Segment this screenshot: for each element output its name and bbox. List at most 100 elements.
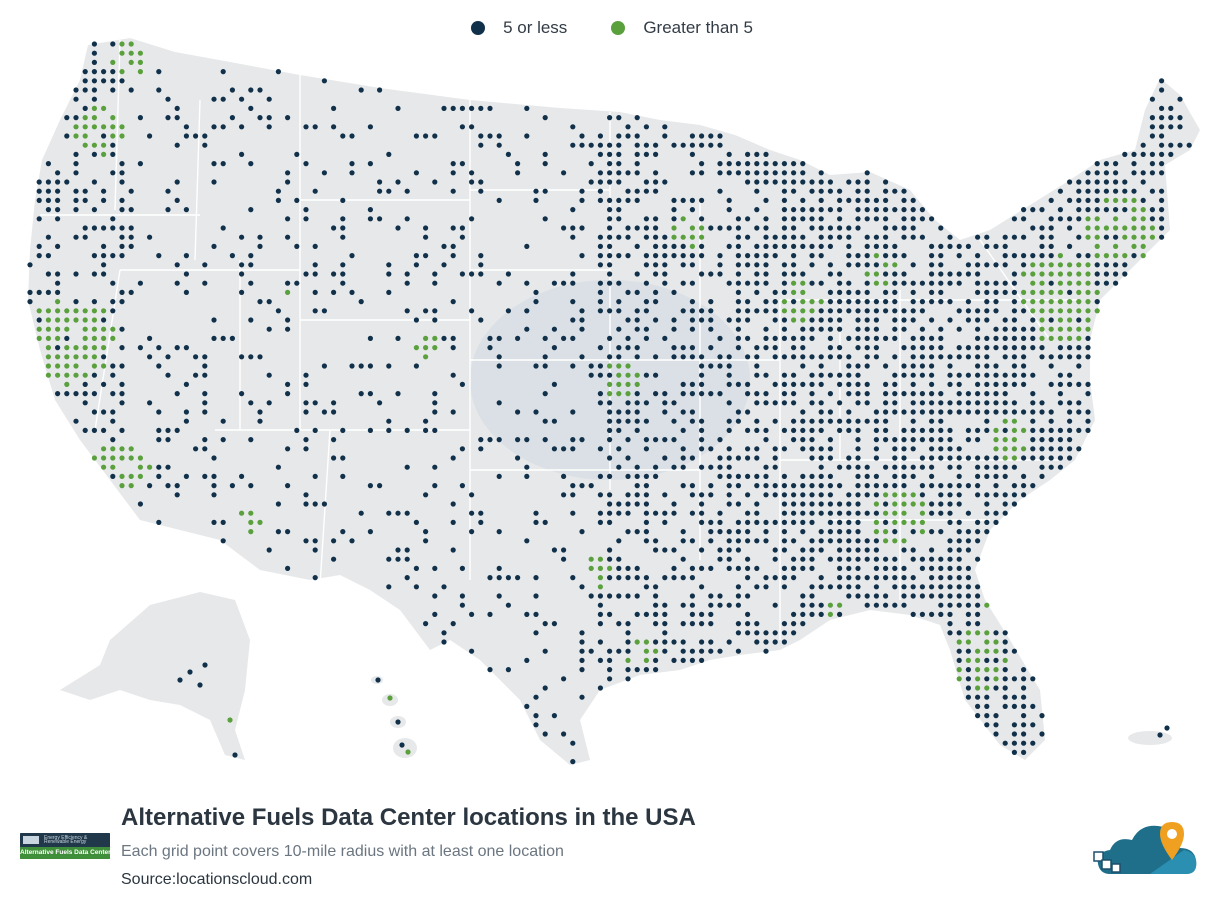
location-dot-five-or-less bbox=[524, 611, 530, 618]
location-dot-five-or-less bbox=[597, 400, 604, 406]
location-dot-five-or-less bbox=[432, 483, 438, 489]
location-dot-five-or-less bbox=[174, 492, 180, 498]
location-dot-five-or-less bbox=[984, 657, 990, 664]
location-dot-five-or-less bbox=[855, 216, 861, 222]
location-dot-five-or-less bbox=[625, 455, 631, 461]
location-dot-five-or-less bbox=[956, 556, 962, 562]
location-dot-five-or-less bbox=[800, 234, 806, 240]
location-dot-five-or-less bbox=[423, 418, 429, 424]
location-dot-five-or-less bbox=[73, 115, 79, 121]
location-dot-five-or-less bbox=[938, 262, 944, 268]
location-dot-five-or-less bbox=[634, 483, 640, 489]
location-dot-five-or-less bbox=[1076, 446, 1082, 452]
location-dot-five-or-less bbox=[763, 151, 769, 157]
alaska-land bbox=[60, 592, 250, 760]
location-dot-five-or-less bbox=[496, 197, 502, 203]
location-dot-five-or-less bbox=[1103, 170, 1109, 176]
location-dot-five-or-less bbox=[423, 308, 429, 314]
location-dot-five-or-less bbox=[441, 262, 447, 268]
location-dot-five-or-less bbox=[1113, 280, 1119, 286]
location-dot-five-or-less bbox=[781, 197, 788, 203]
location-dot-five-or-less bbox=[1067, 345, 1073, 351]
location-dot-five-or-less bbox=[745, 510, 751, 516]
location-dot-five-or-less bbox=[1076, 400, 1082, 406]
location-dot-five-or-less bbox=[993, 326, 999, 332]
location-dot-five-or-less bbox=[689, 492, 696, 498]
location-dot-five-or-less bbox=[1011, 372, 1018, 378]
location-dot-greater-than-five bbox=[119, 41, 125, 47]
location-dot-five-or-less bbox=[671, 207, 677, 213]
location-dot-five-or-less bbox=[846, 593, 852, 599]
location-dot-five-or-less bbox=[1048, 354, 1054, 360]
location-dot-five-or-less bbox=[901, 464, 907, 470]
location-dot-five-or-less bbox=[827, 446, 834, 452]
location-dot-five-or-less bbox=[754, 262, 760, 268]
location-dot-five-or-less bbox=[1076, 345, 1082, 351]
location-dot-greater-than-five bbox=[1039, 308, 1045, 314]
location-dot-five-or-less bbox=[1011, 354, 1018, 360]
location-dot-five-or-less bbox=[597, 253, 604, 259]
location-dot-five-or-less bbox=[450, 243, 456, 249]
location-dot-greater-than-five bbox=[1076, 280, 1082, 286]
location-dot-five-or-less bbox=[653, 584, 659, 590]
location-dot-five-or-less bbox=[993, 335, 999, 341]
location-dot-five-or-less bbox=[754, 363, 760, 369]
location-dot-five-or-less bbox=[561, 492, 567, 498]
location-dot-five-or-less bbox=[662, 243, 668, 249]
location-dot-five-or-less bbox=[938, 335, 944, 341]
location-dot-five-or-less bbox=[1011, 345, 1018, 351]
location-dot-five-or-less bbox=[1002, 234, 1008, 240]
location-dot-five-or-less bbox=[791, 207, 797, 213]
location-dot-five-or-less bbox=[984, 280, 990, 286]
location-dot-greater-than-five bbox=[791, 308, 797, 314]
location-dot-five-or-less bbox=[873, 345, 880, 351]
location-dot-five-or-less bbox=[1011, 409, 1018, 415]
location-dot-five-or-less bbox=[634, 501, 640, 507]
location-dot-five-or-less bbox=[183, 207, 189, 213]
location-dot-greater-than-five bbox=[119, 455, 125, 461]
location-dot-five-or-less bbox=[634, 354, 640, 360]
location-dot-five-or-less bbox=[82, 197, 88, 203]
location-dot-five-or-less bbox=[1057, 207, 1063, 213]
location-dot-five-or-less bbox=[800, 170, 806, 176]
location-dot-five-or-less bbox=[846, 501, 852, 507]
location-dot-greater-than-five bbox=[993, 648, 999, 654]
location-dot-five-or-less bbox=[386, 556, 392, 562]
location-dot-five-or-less bbox=[1085, 391, 1091, 397]
location-dot-five-or-less bbox=[312, 427, 318, 433]
location-dot-five-or-less bbox=[597, 519, 604, 526]
location-dot-five-or-less bbox=[312, 575, 318, 581]
location-dot-five-or-less bbox=[781, 216, 788, 222]
location-dot-five-or-less bbox=[551, 547, 558, 553]
location-dot-five-or-less bbox=[570, 575, 576, 581]
location-dot-five-or-less bbox=[947, 234, 953, 240]
location-dot-five-or-less bbox=[367, 335, 373, 341]
location-dot-five-or-less bbox=[542, 731, 548, 737]
location-dot-five-or-less bbox=[165, 96, 171, 102]
location-dot-five-or-less bbox=[846, 179, 852, 185]
location-dot-five-or-less bbox=[809, 483, 815, 489]
location-dot-five-or-less bbox=[689, 483, 696, 489]
location-dot-five-or-less bbox=[800, 473, 806, 479]
location-dot-five-or-less bbox=[984, 427, 990, 433]
location-dot-five-or-less bbox=[607, 556, 613, 562]
location-dot-five-or-less bbox=[699, 170, 705, 176]
location-dot-greater-than-five bbox=[616, 372, 622, 378]
location-dot-five-or-less bbox=[680, 657, 686, 664]
location-dot-five-or-less bbox=[781, 621, 788, 627]
location-dot-five-or-less bbox=[781, 446, 788, 452]
location-dot-five-or-less bbox=[1067, 243, 1073, 249]
location-dot-five-or-less bbox=[892, 354, 898, 360]
location-dot-five-or-less bbox=[699, 611, 705, 618]
location-dot-five-or-less bbox=[1030, 372, 1036, 378]
location-dot-five-or-less bbox=[515, 409, 521, 415]
location-dot-five-or-less bbox=[634, 170, 640, 176]
location-dot-greater-than-five bbox=[1094, 234, 1100, 240]
location-dot-five-or-less bbox=[818, 363, 824, 369]
location-dot-five-or-less bbox=[956, 575, 962, 581]
location-dot-five-or-less bbox=[929, 400, 935, 406]
location-dot-five-or-less bbox=[285, 391, 291, 397]
location-dot-greater-than-five bbox=[73, 354, 79, 360]
location-dot-five-or-less bbox=[1177, 124, 1183, 130]
location-dot-five-or-less bbox=[413, 363, 419, 369]
